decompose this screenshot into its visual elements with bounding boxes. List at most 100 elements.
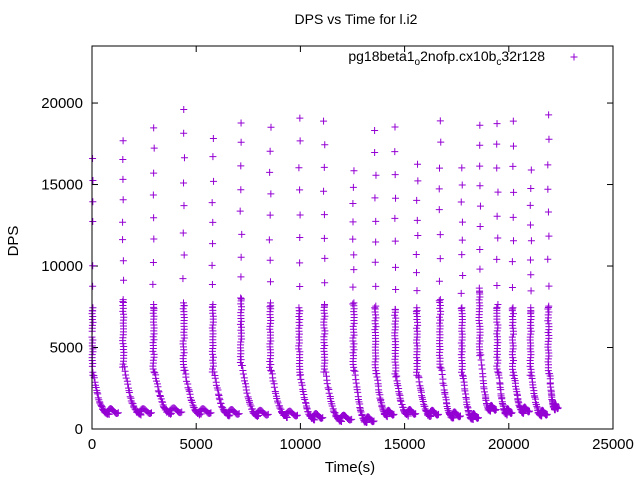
data-point-613 [326,395,334,403]
data-point-791 [391,237,399,245]
data-point-387 [237,297,245,305]
data-point-863 [412,251,420,259]
data-point-394 [242,380,250,388]
data-point-389 [238,361,246,369]
data-point-1251 [508,307,516,315]
data-point-786 [389,411,397,419]
data-point-652 [350,167,358,175]
data-point-574 [321,254,329,262]
data-point-8 [89,368,97,376]
data-point-1020 [457,351,465,359]
data-point-1182 [495,371,503,379]
data-point-1101 [475,305,483,313]
data-point-1008 [458,236,466,244]
data-point-1394 [545,308,553,316]
data-point-450 [266,328,274,336]
data-point-399 [244,395,252,403]
data-point-109 [125,389,133,397]
data-point-741 [372,323,380,331]
data-point-1024 [457,339,465,347]
data-point-183 [157,395,165,403]
data-point-290 [210,177,218,185]
data-point-1395 [544,305,552,313]
data-point-247 [182,373,190,381]
data-point-1153 [494,188,502,196]
data-point-1366 [544,255,552,263]
data-point-25 [89,313,97,321]
data-point-540 [300,394,308,402]
data-point-1074 [474,414,482,422]
data-point-1372 [545,111,553,119]
data-point-391 [239,370,247,378]
data-point-824 [394,382,402,390]
data-point-71 [119,236,127,244]
data-point-357 [237,273,245,281]
data-point-242 [179,305,187,313]
data-point-468 [272,389,280,397]
data-point-1022 [458,345,466,353]
data-point-431 [265,236,273,244]
data-point-600 [321,312,329,320]
data-point-659 [349,349,357,357]
data-point-937 [435,185,443,193]
data-point-809 [392,338,400,346]
x-tick-label-3: 15000 [384,436,426,453]
data-point-354 [234,410,242,418]
data-point-373 [237,338,245,346]
data-point-930 [434,411,442,419]
data-point-795 [391,148,399,156]
axis-ticks: 0 5000 10000 15000 20000 25000 0 5000 10000 15000… [41,46,634,453]
data-point-245 [181,366,189,374]
data-point-1080 [476,202,484,210]
data-point-76 [119,137,127,145]
plot-area-border [91,45,614,430]
data-point-503 [296,234,304,242]
data-point-1329 [529,384,537,392]
data-point-890 [412,310,420,318]
data-point-72 [119,218,127,226]
data-point-101 [120,363,128,371]
data-point-1234 [510,357,518,365]
data-point-599 [320,315,328,323]
data-point-1027 [458,330,466,338]
data-point-446 [266,340,274,348]
data-point-433 [267,190,275,198]
data-point-1166 [493,342,501,350]
data-point-683 [354,388,362,396]
data-point-436 [267,123,275,131]
data-point-1079 [476,222,484,230]
data-point-1110 [477,356,485,364]
data-point-881 [413,336,421,344]
data-point-938 [436,164,444,172]
data-point-690 [357,407,365,415]
data-point-1038 [459,374,467,382]
x-tick-label-5: 25000 [592,436,634,453]
data-point-285 [208,280,216,288]
data-point-1290 [525,408,533,416]
data-point-792 [391,214,399,222]
data-point-5 [89,176,97,184]
data-point-355 [235,410,243,418]
data-point-1002 [456,413,464,421]
data-point-884 [413,327,421,335]
data-point-964 [436,296,444,304]
data-point-595 [321,327,329,335]
x-tick-label-4: 20000 [488,436,530,453]
data-point-460 [266,299,274,307]
data-point-308 [208,324,216,332]
data-point-1078 [476,246,484,254]
data-point-291 [209,153,217,161]
data-point-215 [179,229,187,237]
data-point-437 [267,366,275,374]
data-point-1012 [458,164,466,172]
data-point-714 [369,418,377,426]
data-point-820 [391,305,399,313]
data-point-717 [372,282,380,290]
data-point-961 [436,304,444,312]
data-point-578 [320,163,328,171]
data-point-1003 [456,412,464,420]
data-point-939 [437,138,445,146]
data-point-145 [149,191,157,199]
data-point-747 [371,305,379,313]
data-point-609 [324,384,332,392]
